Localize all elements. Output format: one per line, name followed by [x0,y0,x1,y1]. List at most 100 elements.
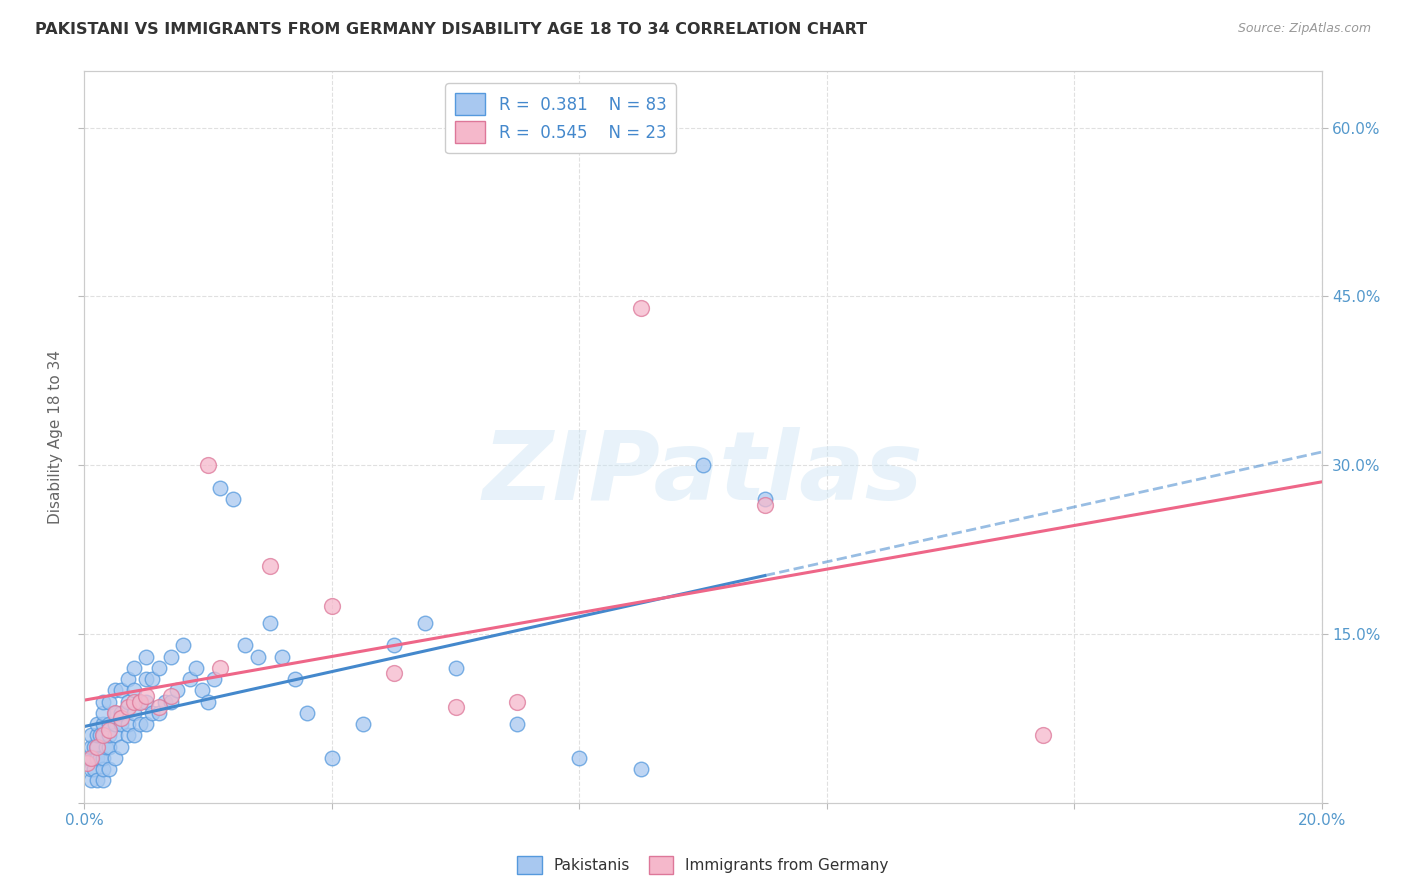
Point [98,728,121,742]
Point [104,751,127,765]
Point [141,706,163,720]
Point [91,706,114,720]
Point [129,694,152,708]
Point [444,661,467,675]
Point [110,711,132,725]
Point [284,672,307,686]
Point [91,762,114,776]
Point [83,762,105,776]
Point [98,723,121,737]
Y-axis label: Disability Age 18 to 34: Disability Age 18 to 34 [48,350,63,524]
Point [135,694,157,708]
Text: Source: ZipAtlas.com: Source: ZipAtlas.com [1237,22,1371,36]
Point [86,717,108,731]
Point [122,728,145,742]
Point [117,700,139,714]
Point [104,706,127,720]
Point [160,694,183,708]
Point [110,739,132,754]
Point [79,728,101,742]
Point [382,638,405,652]
Point [86,739,108,754]
Point [413,615,436,630]
Point [98,762,121,776]
Point [104,706,127,720]
Point [184,661,207,675]
Point [86,751,108,765]
Point [91,694,114,708]
Point [135,689,157,703]
Point [209,661,232,675]
Point [148,700,170,714]
Point [79,751,101,765]
Point [79,773,101,788]
Point [91,728,114,742]
Point [179,672,201,686]
Point [233,638,256,652]
Point [89,751,111,765]
Point [91,751,114,765]
Point [76,751,98,765]
Point [295,706,318,720]
Point [271,649,294,664]
Point [135,717,157,731]
Point [117,672,139,686]
Point [98,717,121,731]
Point [754,491,776,506]
Point [160,689,183,703]
Text: PAKISTANI VS IMMIGRANTS FROM GERMANY DISABILITY AGE 18 TO 34 CORRELATION CHART: PAKISTANI VS IMMIGRANTS FROM GERMANY DIS… [35,22,868,37]
Point [104,717,127,731]
Point [122,694,145,708]
Point [98,739,121,754]
Point [506,694,529,708]
Point [86,773,108,788]
Point [122,706,145,720]
Point [222,491,245,506]
Point [166,683,188,698]
Point [568,751,591,765]
Point [110,717,132,731]
Point [148,706,170,720]
Point [172,638,194,652]
Legend: R =  0.381    N = 83, R =  0.545    N = 23: R = 0.381 N = 83, R = 0.545 N = 23 [446,83,676,153]
Point [135,672,157,686]
Point [141,672,163,686]
Point [444,700,467,714]
Text: ZIPatlas: ZIPatlas [482,427,924,520]
Point [86,728,108,742]
Point [1032,728,1054,742]
Point [197,458,219,473]
Point [246,649,269,664]
Point [135,649,157,664]
Point [202,672,225,686]
Point [153,694,176,708]
Point [160,649,183,664]
Point [117,728,139,742]
Point [94,739,117,754]
Point [259,559,281,574]
Point [86,739,108,754]
Point [191,683,214,698]
Point [110,683,132,698]
Point [104,728,127,742]
Point [382,666,405,681]
Point [117,717,139,731]
Point [352,717,374,731]
Point [83,739,105,754]
Point [79,762,101,776]
Point [76,756,98,771]
Point [89,728,111,742]
Point [209,481,232,495]
Point [91,728,114,742]
Point [122,683,145,698]
Point [129,694,152,708]
Point [692,458,714,473]
Point [321,599,343,613]
Point [259,615,281,630]
Point [79,739,101,754]
Point [321,751,343,765]
Point [122,661,145,675]
Point [98,694,121,708]
Point [630,301,652,315]
Point [79,751,101,765]
